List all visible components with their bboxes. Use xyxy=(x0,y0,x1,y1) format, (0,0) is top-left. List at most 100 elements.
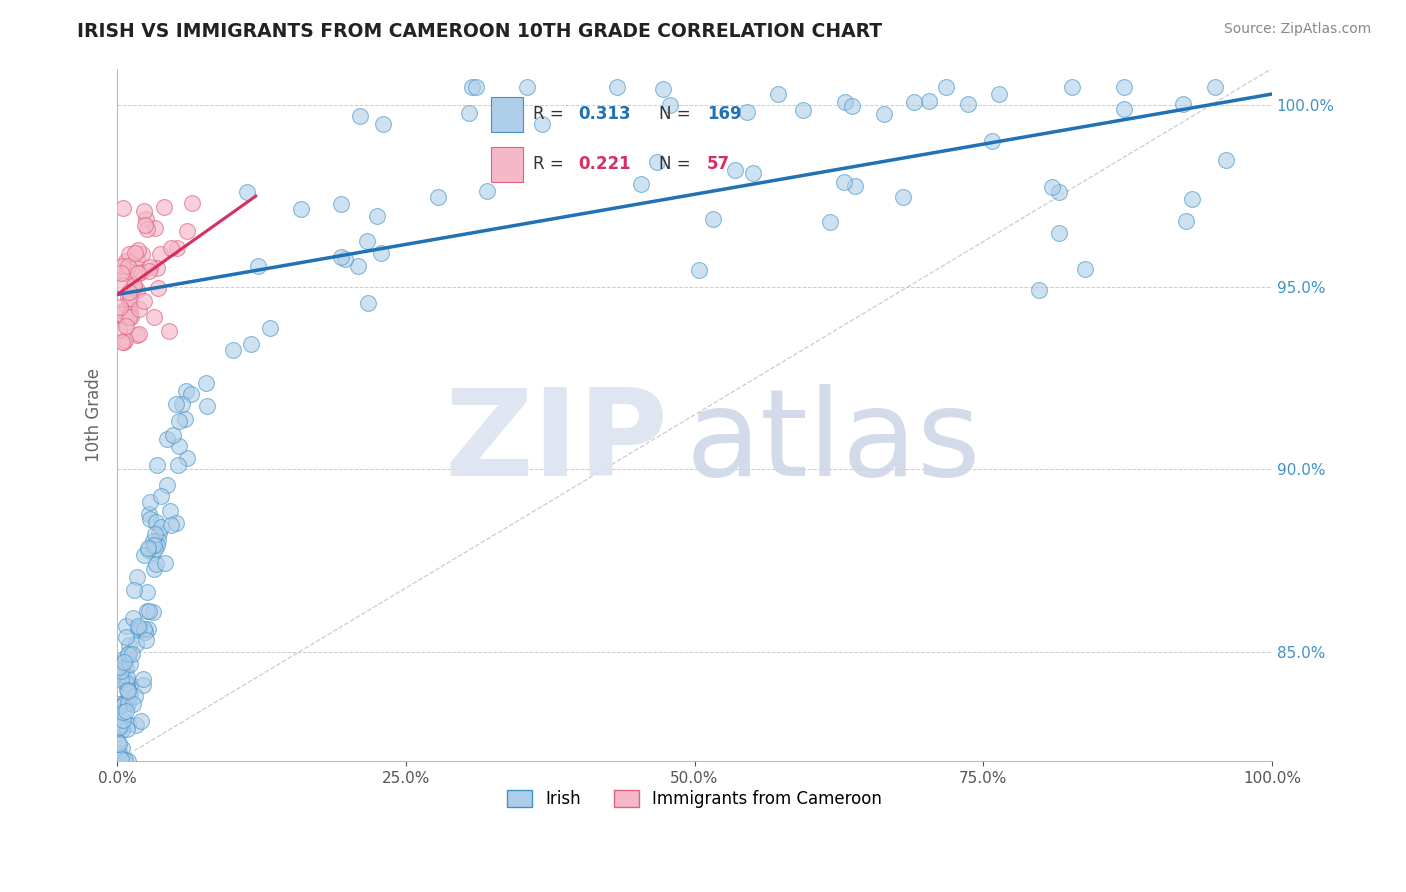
Point xyxy=(371,117,394,131)
Text: ZIP: ZIP xyxy=(444,384,668,501)
Point xyxy=(935,79,957,94)
Point xyxy=(117,717,139,731)
Point xyxy=(236,185,259,199)
Point xyxy=(180,386,202,401)
Point xyxy=(125,718,148,732)
Point xyxy=(167,414,190,428)
Point xyxy=(108,700,131,714)
Point xyxy=(114,753,136,767)
Point xyxy=(124,689,146,703)
Point xyxy=(108,697,131,711)
Point xyxy=(138,604,160,618)
Point xyxy=(108,301,131,315)
Point xyxy=(115,676,138,690)
Point xyxy=(111,720,134,734)
Point xyxy=(988,87,1011,102)
Point xyxy=(132,678,155,692)
Point xyxy=(132,548,155,562)
Point xyxy=(127,251,149,265)
Point xyxy=(659,98,682,112)
Point xyxy=(136,541,159,556)
Point xyxy=(156,432,179,446)
Point xyxy=(139,512,162,526)
Point xyxy=(981,134,1004,148)
Point xyxy=(347,259,370,273)
Point xyxy=(426,190,449,204)
Point xyxy=(195,376,218,391)
Point xyxy=(111,334,134,349)
Point xyxy=(1028,283,1050,297)
Point xyxy=(457,106,479,120)
Point xyxy=(124,583,146,598)
Point xyxy=(115,619,138,633)
Point xyxy=(873,106,896,120)
Point xyxy=(135,211,157,226)
Point xyxy=(111,260,134,274)
Point xyxy=(1215,153,1237,167)
Point xyxy=(128,301,150,316)
Point xyxy=(1114,79,1136,94)
Point xyxy=(111,723,134,738)
Point xyxy=(131,247,153,261)
Point xyxy=(111,201,134,215)
Point xyxy=(121,647,143,661)
Point xyxy=(107,660,129,674)
Point xyxy=(818,215,841,229)
Point xyxy=(121,697,143,711)
Point xyxy=(114,266,136,280)
Point xyxy=(1047,185,1070,199)
Point xyxy=(221,343,243,357)
Point xyxy=(735,105,758,120)
Point xyxy=(127,327,149,342)
Point xyxy=(108,737,131,751)
Point xyxy=(118,247,141,261)
Point xyxy=(127,243,149,257)
Point xyxy=(143,538,166,552)
Point xyxy=(115,319,138,334)
Point xyxy=(112,754,135,768)
Point xyxy=(145,515,167,529)
Point xyxy=(118,285,141,299)
Point xyxy=(110,266,132,280)
Point xyxy=(117,684,139,698)
Point xyxy=(120,262,142,277)
Point xyxy=(136,585,159,599)
Point xyxy=(117,647,139,661)
Point xyxy=(111,714,134,728)
Point xyxy=(1114,102,1136,116)
Point xyxy=(146,260,169,275)
Point xyxy=(134,294,156,309)
Point xyxy=(956,97,979,112)
Point xyxy=(135,222,157,236)
Point xyxy=(167,440,190,454)
Point xyxy=(1060,79,1083,94)
Point xyxy=(115,675,138,690)
Point xyxy=(153,200,176,214)
Point xyxy=(108,698,131,713)
Point xyxy=(122,611,145,625)
Point xyxy=(112,304,135,318)
Point xyxy=(903,95,925,110)
Point xyxy=(118,292,141,306)
Point xyxy=(118,302,141,317)
Point xyxy=(115,723,138,737)
Point xyxy=(290,202,312,216)
Point xyxy=(118,310,141,325)
Point xyxy=(1047,227,1070,241)
Point xyxy=(333,252,356,266)
Point xyxy=(115,315,138,329)
Point xyxy=(108,746,131,760)
Point xyxy=(127,624,149,638)
Point xyxy=(1171,97,1194,112)
Point xyxy=(138,507,160,521)
Point xyxy=(181,195,204,210)
Point xyxy=(477,184,499,198)
Point xyxy=(107,735,129,749)
Point xyxy=(841,99,863,113)
Point xyxy=(120,657,142,671)
Point xyxy=(138,622,160,636)
Point xyxy=(107,720,129,734)
Point xyxy=(136,604,159,618)
Point xyxy=(167,458,190,472)
Point xyxy=(356,234,378,248)
